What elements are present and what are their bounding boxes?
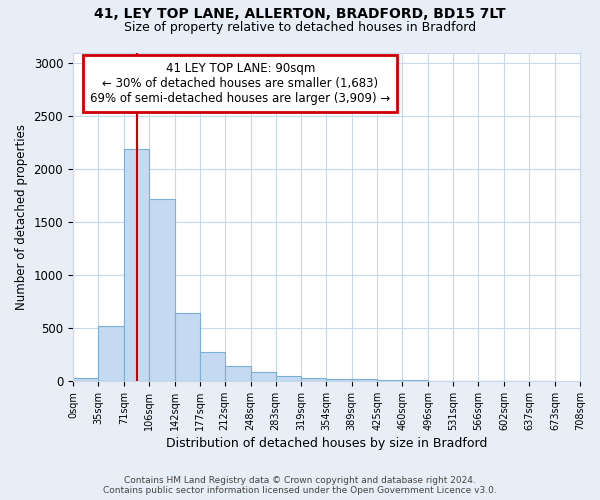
Bar	[149, 198, 175, 381]
Bar	[301, 378, 326, 381]
Text: 41 LEY TOP LANE: 90sqm
← 30% of detached houses are smaller (1,683)
69% of semi-: 41 LEY TOP LANE: 90sqm ← 30% of detached…	[90, 62, 391, 106]
Bar	[124, 149, 149, 381]
Bar	[225, 366, 251, 381]
Text: 41, LEY TOP LANE, ALLERTON, BRADFORD, BD15 7LT: 41, LEY TOP LANE, ALLERTON, BRADFORD, BD…	[94, 8, 506, 22]
Text: Contains HM Land Registry data © Crown copyright and database right 2024.
Contai: Contains HM Land Registry data © Crown c…	[103, 476, 497, 495]
Bar	[352, 380, 377, 381]
Bar	[251, 372, 275, 381]
X-axis label: Distribution of detached houses by size in Bradford: Distribution of detached houses by size …	[166, 437, 487, 450]
Bar	[73, 378, 98, 381]
Bar	[377, 380, 403, 381]
Bar	[175, 313, 200, 381]
Y-axis label: Number of detached properties: Number of detached properties	[15, 124, 28, 310]
Bar	[98, 326, 124, 381]
Bar	[403, 380, 428, 381]
Bar	[200, 352, 225, 381]
Bar	[326, 379, 352, 381]
Bar	[275, 376, 301, 381]
Text: Size of property relative to detached houses in Bradford: Size of property relative to detached ho…	[124, 21, 476, 34]
